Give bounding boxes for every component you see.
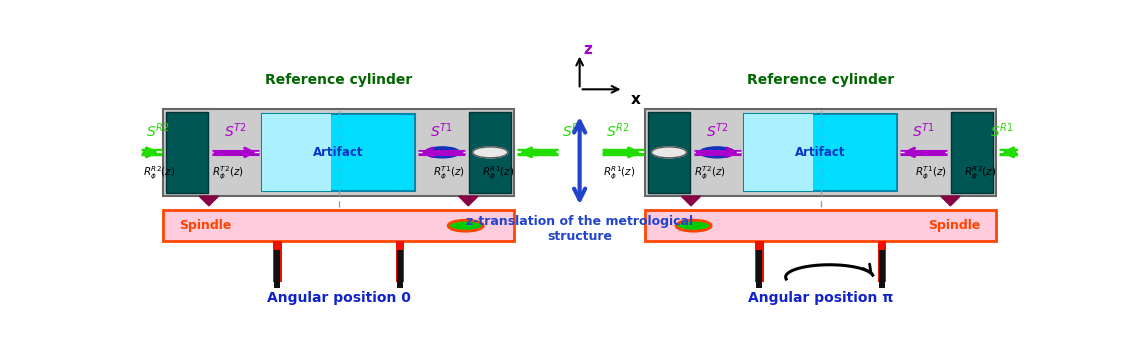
Text: $R_{\phi}^{R2}(z)$: $R_{\phi}^{R2}(z)$ (965, 165, 996, 182)
Polygon shape (199, 196, 218, 206)
Text: Angular position 0: Angular position 0 (267, 291, 411, 305)
Circle shape (676, 220, 711, 231)
FancyBboxPatch shape (397, 250, 403, 288)
Text: $R_{\phi}^{T2}(z)$: $R_{\phi}^{T2}(z)$ (213, 165, 244, 182)
Text: $S^{T2}$: $S^{T2}$ (224, 121, 248, 140)
Polygon shape (941, 196, 960, 206)
FancyBboxPatch shape (646, 210, 996, 241)
Text: Reference cylinder: Reference cylinder (748, 73, 895, 87)
Polygon shape (681, 196, 700, 206)
FancyBboxPatch shape (274, 250, 280, 288)
Text: x: x (630, 91, 640, 106)
Circle shape (699, 147, 734, 158)
Text: $S^{T1}$: $S^{T1}$ (912, 121, 935, 140)
Text: $S^{R2}$: $S^{R2}$ (606, 121, 630, 140)
Text: Artifact: Artifact (795, 146, 846, 159)
Circle shape (425, 147, 460, 158)
Text: $R_{\phi}^{R1}(z)$: $R_{\phi}^{R1}(z)$ (603, 165, 636, 182)
Text: $S^{R1}$: $S^{R1}$ (990, 121, 1013, 140)
Text: Angular position π: Angular position π (748, 291, 893, 305)
Text: z: z (584, 42, 592, 57)
FancyBboxPatch shape (262, 114, 415, 191)
Circle shape (448, 220, 483, 231)
Circle shape (473, 147, 508, 158)
FancyBboxPatch shape (648, 112, 690, 193)
Text: Spindle: Spindle (927, 219, 981, 232)
FancyBboxPatch shape (163, 210, 513, 241)
Text: Artifact: Artifact (313, 146, 364, 159)
FancyBboxPatch shape (396, 241, 405, 282)
Text: Reference cylinder: Reference cylinder (265, 73, 412, 87)
Circle shape (651, 147, 687, 158)
FancyBboxPatch shape (166, 112, 208, 193)
FancyBboxPatch shape (744, 114, 813, 191)
FancyBboxPatch shape (878, 241, 887, 282)
Text: $S^{R1}$: $S^{R1}$ (562, 121, 586, 140)
FancyBboxPatch shape (469, 112, 511, 193)
Polygon shape (459, 196, 478, 206)
Text: $S^{T2}$: $S^{T2}$ (707, 121, 729, 140)
FancyBboxPatch shape (757, 250, 762, 288)
FancyBboxPatch shape (951, 112, 993, 193)
FancyBboxPatch shape (273, 241, 282, 282)
Text: z-translation of the metrological
structure: z-translation of the metrological struct… (466, 215, 693, 244)
FancyBboxPatch shape (879, 250, 886, 288)
Text: $R_{\phi}^{T1}(z)$: $R_{\phi}^{T1}(z)$ (915, 165, 947, 182)
Text: $S^{R2}$: $S^{R2}$ (146, 121, 170, 140)
FancyBboxPatch shape (262, 114, 331, 191)
Text: $R_{\phi}^{T2}(z)$: $R_{\phi}^{T2}(z)$ (694, 165, 726, 182)
Text: $R_{\phi}^{R2}(z)$: $R_{\phi}^{R2}(z)$ (144, 165, 175, 182)
Text: Spindle: Spindle (179, 219, 232, 232)
FancyBboxPatch shape (646, 109, 996, 196)
Text: $R_{\phi}^{T1}(z)$: $R_{\phi}^{T1}(z)$ (433, 165, 465, 182)
FancyBboxPatch shape (163, 109, 513, 196)
FancyBboxPatch shape (756, 241, 763, 282)
Text: $S^{T1}$: $S^{T1}$ (430, 121, 452, 140)
Text: $R_{\phi}^{R1}(z)$: $R_{\phi}^{R1}(z)$ (482, 165, 515, 182)
FancyBboxPatch shape (744, 114, 897, 191)
